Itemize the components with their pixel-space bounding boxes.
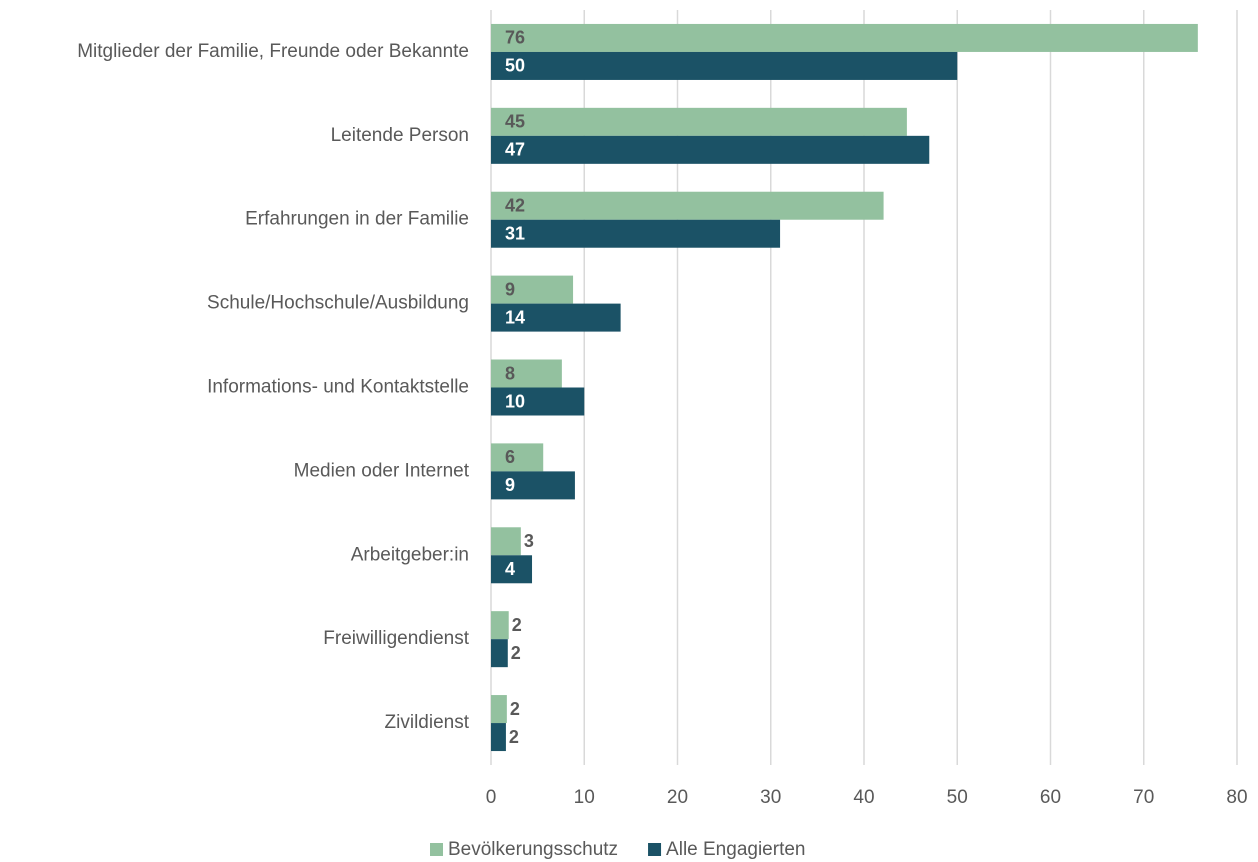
x-tick-label: 50 [947,787,968,808]
value-label: 2 [510,699,520,719]
bar [491,387,585,416]
value-label: 10 [505,391,525,411]
value-label: 50 [505,56,525,76]
bar [491,471,575,500]
value-label: 6 [505,447,515,467]
bar [491,107,907,136]
bar [491,527,521,556]
value-label: 4 [505,559,515,579]
category-label: Freiwilligendienst [323,628,469,649]
category-label: Informations- und Kontaktstelle [207,377,469,398]
bar [491,51,958,80]
bar [491,723,506,752]
value-label: 8 [505,363,515,383]
x-tick-label: 20 [667,787,688,808]
value-label: 2 [511,643,521,663]
bar [491,639,508,668]
category-label: Medien oder Internet [294,460,470,481]
x-tick-label: 80 [1226,787,1247,808]
bar [491,443,544,472]
category-label: Zivildienst [385,712,470,733]
bar [491,555,533,584]
legend-swatch [430,843,443,856]
legend-swatch [648,843,662,856]
x-tick-label: 60 [1040,787,1061,808]
value-label: 9 [505,279,515,299]
value-label: 3 [524,531,534,551]
x-tick-label: 30 [760,787,781,808]
value-label: 47 [505,140,525,160]
category-label: Arbeitgeber:in [351,544,469,565]
category-label: Mitglieder der Familie, Freunde oder Bek… [77,41,469,62]
legend-label: Alle Engagierten [666,839,805,860]
x-tick-label: 40 [853,787,874,808]
category-label: Leitende Person [331,125,469,146]
bar [491,359,562,388]
legend-label: Bevölkerungsschutz [448,839,618,860]
value-label: 42 [505,195,525,215]
x-tick-label: 0 [486,787,497,808]
bar [491,191,884,220]
bar [491,219,781,248]
value-label: 31 [505,223,525,243]
x-tick-label: 70 [1133,787,1154,808]
x-tick-label: 10 [574,787,595,808]
bar [491,695,507,724]
bar [491,23,1198,52]
value-label: 2 [512,615,522,635]
value-label: 9 [505,475,515,495]
value-label: 14 [505,307,525,327]
bar [491,135,930,164]
value-label: 45 [505,112,525,132]
value-label: 2 [509,727,519,747]
bar [491,611,509,640]
bar [491,275,574,304]
category-label: Erfahrungen in der Familie [245,209,469,230]
category-label: Schule/Hochschule/Ausbildung [207,293,469,314]
bar [491,303,621,332]
value-label: 76 [505,28,525,48]
